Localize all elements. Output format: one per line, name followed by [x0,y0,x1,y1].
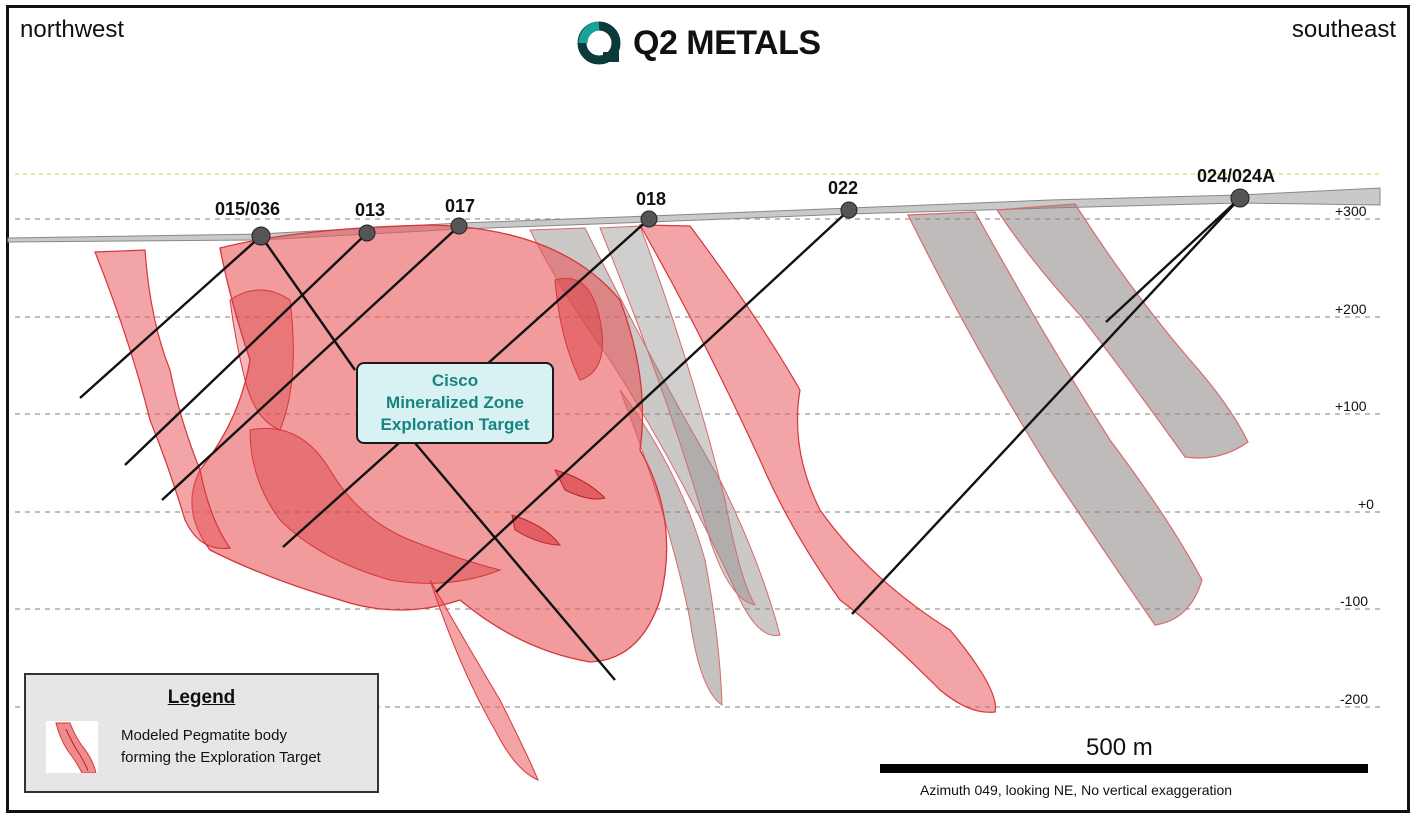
elevation-label-zero: +0 [1358,496,1374,512]
logo-mark-icon [577,21,621,65]
legend-item-label: Modeled Pegmatite body forming the Explo… [121,725,371,769]
callout-line-2: Mineralized Zone [386,393,524,412]
drill-trace-036 [260,235,356,371]
pegmatite-northwest-limb [94,249,232,550]
direction-southeast-label: southeast [1291,16,1396,43]
pegmatite-deep-tail [429,579,539,781]
drill-trace-024a [851,197,1241,615]
grey-body-southeast-2 [995,203,1249,459]
logo-text: Q2 METALS [633,23,821,62]
elevation-label-plus-100: +100 [1335,398,1367,414]
scale-bar [880,764,1368,773]
collar-018 [640,210,658,228]
drill-trace-013 [124,232,368,466]
legend-swatch [46,721,98,774]
scale-note: Azimuth 049, looking NE, No vertical exa… [920,782,1233,798]
pegmatite-lower-band [249,427,502,584]
elevation-label-plus-300: +300 [1335,203,1367,219]
legend-box: Legend Modeled Pegmatite body forming th… [24,673,379,793]
grey-body-deep [619,389,723,706]
pegmatite-lens-2 [511,514,562,546]
collar-label-022: 022 [828,178,858,198]
direction-northwest-label: northwest [20,16,125,43]
legend-item-line-1: Modeled Pegmatite body [121,727,287,744]
scale-bar-label: 500 m [1086,734,1153,761]
collar-label-024-024a: 024/024A [1197,166,1275,186]
legend-title: Legend [167,687,236,708]
collar-015-036 [251,226,271,246]
drill-collars [251,188,1250,246]
collar-024-024a [1230,188,1250,208]
collar-017 [450,217,468,235]
callout-line-1: Cisco [431,371,479,390]
collar-label-013: 013 [355,200,385,220]
figure-frame [6,5,1410,813]
elevation-label-minus-200: -200 [1340,691,1368,707]
elevation-label-plus-200: +200 [1335,301,1367,317]
collar-label-018: 018 [636,189,666,209]
elevation-labels: +300 +200 +100 +0 -100 -200 [1335,203,1374,707]
pegmatite-southeast-limb [638,224,997,713]
drill-trace-022 [435,209,850,593]
pegmatite-swatch-icon [55,722,97,774]
collar-label-015-036: 015/036 [215,199,280,219]
grey-pegmatite-bodies [529,203,1249,706]
grey-body-central-2 [599,225,757,606]
elevation-label-minus-100: -100 [1340,593,1368,609]
collar-013 [358,224,376,242]
pegmatite-inner-lobe-2 [554,278,603,381]
collar-label-017: 017 [445,196,475,216]
callout-line-3: Exploration Target [380,415,530,434]
callout-leader-line [414,442,616,681]
drill-trace-015 [79,235,262,399]
drill-trace-024 [1105,197,1241,323]
drill-trace-017 [161,225,460,501]
drill-traces [79,197,1241,681]
legend-item-line-2: forming the Exploration Target [121,749,321,766]
grey-body-southeast-1 [907,211,1203,626]
pegmatite-lens-1 [554,469,606,500]
exploration-target-callout: Cisco Mineralized Zone Exploration Targe… [356,362,554,444]
collar-labels: 015/036 013 017 018 022 024/024A [215,166,1275,220]
collar-022 [840,201,858,219]
company-logo: Q2 METALS [575,18,821,68]
